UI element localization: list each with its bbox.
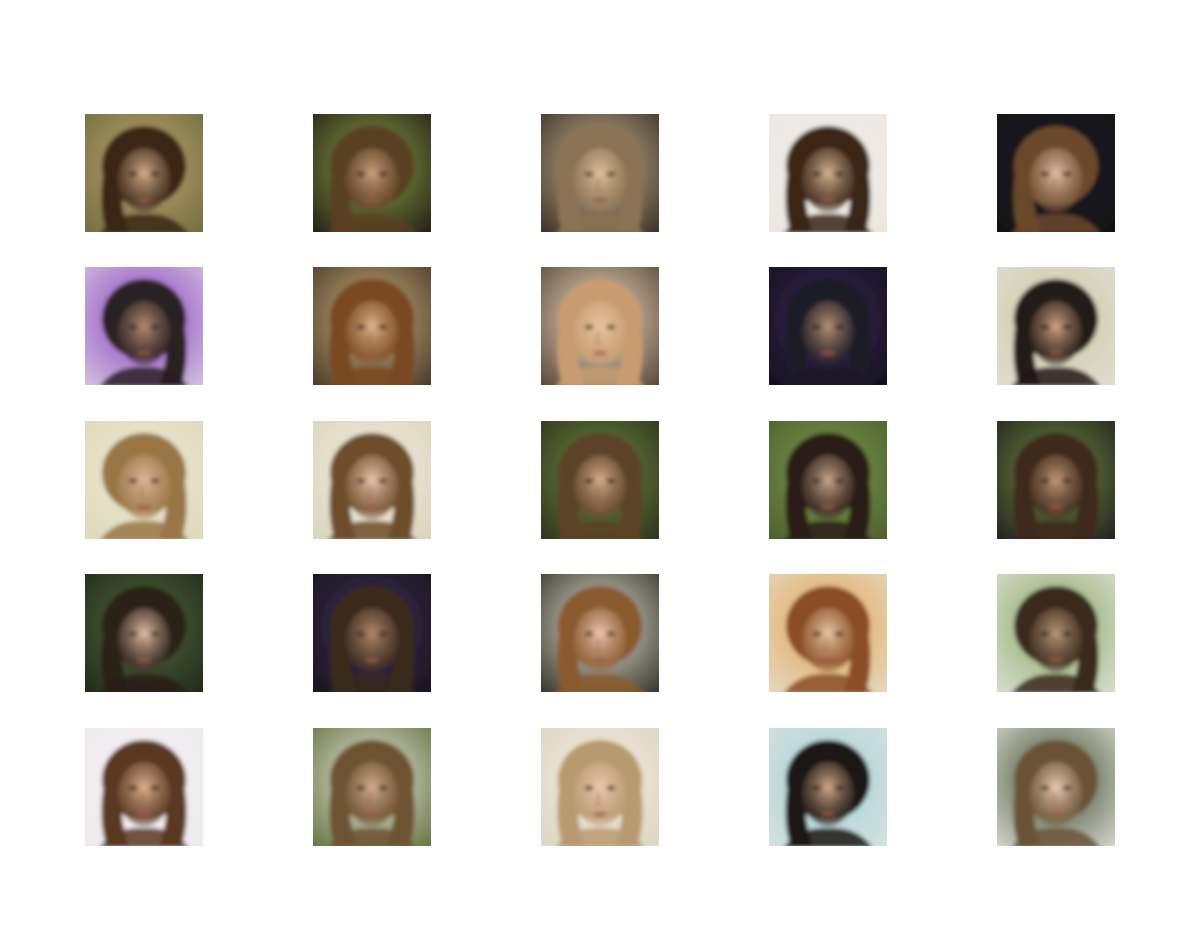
generated-face-image bbox=[313, 114, 431, 232]
generated-face-image bbox=[769, 421, 887, 539]
generated-face-image bbox=[997, 114, 1115, 232]
generated-face-image bbox=[997, 267, 1115, 385]
generated-face-image bbox=[541, 267, 659, 385]
generated-face-image bbox=[313, 421, 431, 539]
generated-face-image bbox=[541, 728, 659, 846]
generated-face-image bbox=[769, 574, 887, 692]
generated-face-image bbox=[541, 114, 659, 232]
generated-face-image bbox=[997, 421, 1115, 539]
generated-face-image bbox=[769, 267, 887, 385]
generated-face-image bbox=[541, 574, 659, 692]
generated-face-image bbox=[769, 728, 887, 846]
generated-face-image bbox=[997, 574, 1115, 692]
generated-face-image bbox=[85, 421, 203, 539]
generated-face-image bbox=[85, 114, 203, 232]
generated-face-image bbox=[85, 267, 203, 385]
generated-face-image bbox=[313, 267, 431, 385]
generated-face-image bbox=[85, 728, 203, 846]
generated-face-image bbox=[85, 574, 203, 692]
generated-face-image bbox=[769, 114, 887, 232]
generated-face-image bbox=[541, 421, 659, 539]
generated-face-image bbox=[997, 728, 1115, 846]
generated-face-image bbox=[313, 728, 431, 846]
generated-face-image bbox=[313, 574, 431, 692]
